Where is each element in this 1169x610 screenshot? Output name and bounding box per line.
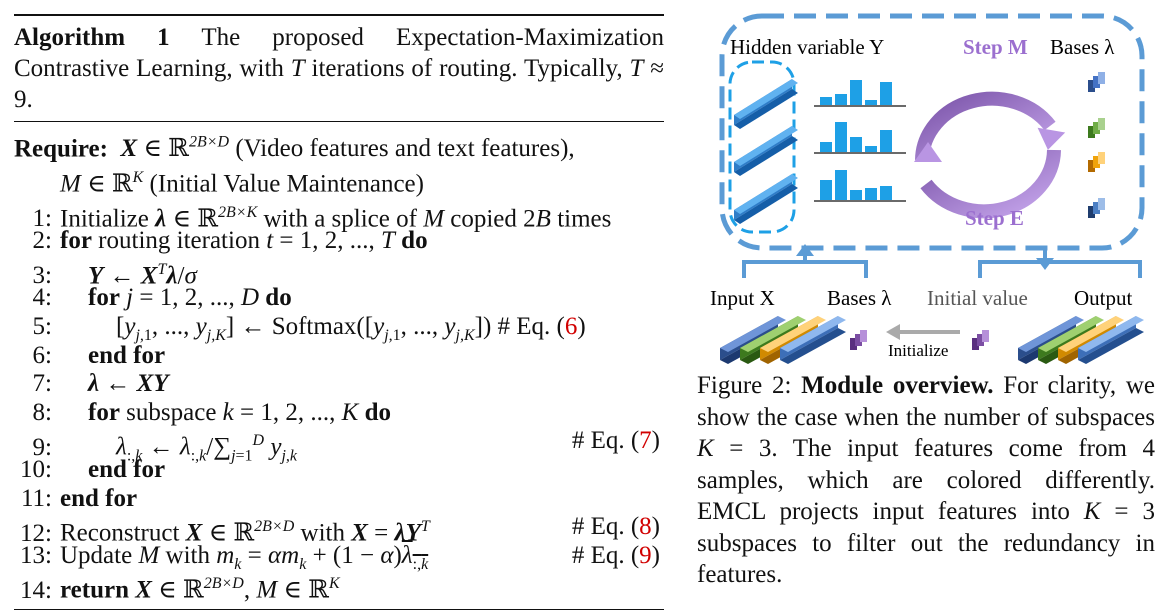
algorithm-caption-text: The proposed Expectation-Maximization Co… [14,24,664,113]
output-label: Output [1074,286,1133,310]
bases-cubes-column [1088,72,1105,218]
require-text-cont: M ∈ ℝK (Initial Value Maintenance) [60,169,424,198]
hidden-variable-label: Hidden variable Y [730,35,884,59]
figure-caption-bold: Module overview. [801,372,994,399]
top-rule [14,14,664,16]
algorithm-caption: Algorithm 1 The proposed Expectation-Max… [14,16,664,121]
algorithm-line-1: 1: Initialize λ ∈ ℝ2B×K with a splice of … [32,203,612,232]
initial-value-label: Initial value [927,286,1028,310]
bases-bottom-label: Bases λ [827,286,892,310]
input-label: Input X [710,286,775,310]
algorithm-label: Algorithm 1 [14,24,170,51]
histogram-1 [814,80,906,107]
input-rods [720,316,846,364]
algorithm-line-4: 4: for j = 1, 2, ..., D do [32,284,292,312]
output-bracket [978,250,1142,278]
output-rods [1018,316,1144,364]
figure-caption-label: Figure 2: [697,372,792,399]
algorithm-line-9: 9: λ:,k ← λ:,k/∑j=1D yj,k # Eq. (7) [32,427,660,465]
initialize-label: Initialize [888,341,948,360]
histogram-2 [814,122,906,154]
algorithm-line-2: 2: for routing iteration t = 1, 2, ..., T… [32,227,428,255]
algorithm-line-13: 13: Update M with mk = αmk + (1 − α)λ:,k #… [20,541,660,573]
output-arrow [1036,258,1054,270]
algorithm-line-5: 5: [yj,1, ..., yj,K] ← Softmax([yj,1, ...… [32,313,586,345]
algorithm-line-7: 7: λ ← XY [32,370,169,398]
step-e-label: Step E [965,206,1024,230]
module-frame [719,13,1145,251]
figure-caption: Figure 2: Module overview. For clarity, … [697,370,1155,591]
feature-capsule [728,60,796,234]
bases-bottom-cubes [850,330,867,350]
algorithm-line-8: 8: for subspace k = 1, 2, ..., K do [32,398,391,426]
input-bracket [742,254,868,278]
require-keyword: Require: [14,135,108,163]
initial-value-cubes [972,330,989,350]
caption-rule [14,121,664,122]
algorithm-line-6: 6: end for [32,341,166,369]
em-cycle [914,91,1066,219]
require-block: Require: X ∈ ℝ2B×D (Video features and t… [14,122,664,199]
histogram-3 [814,170,906,202]
module-overview-figure: Hidden variable Y [710,13,1145,364]
bases-top-label: Bases λ [1050,35,1115,59]
initialize-arrowhead [886,324,900,340]
algorithm-line-3: 3: Y ← XTλ/σ [32,260,197,290]
input-arrow [796,244,814,256]
step-m-label: Step M [963,35,1028,59]
algorithm-line-11: 11: end for [20,484,138,512]
algorithm-line-12: 12: Reconstruct X ∈ ℝ2B×D with X = λYT # E… [20,513,660,547]
algorithm-block: Algorithm 1 The proposed Expectation-Max… [14,14,664,610]
figure-caption-text: For clarity, we show the case when the n… [697,372,1155,588]
require-text: X ∈ ℝ2B×D (Video features and text featu… [120,134,575,163]
algorithm-line-10: 10: end for [20,456,166,483]
hidden-feature-rods [734,79,798,224]
